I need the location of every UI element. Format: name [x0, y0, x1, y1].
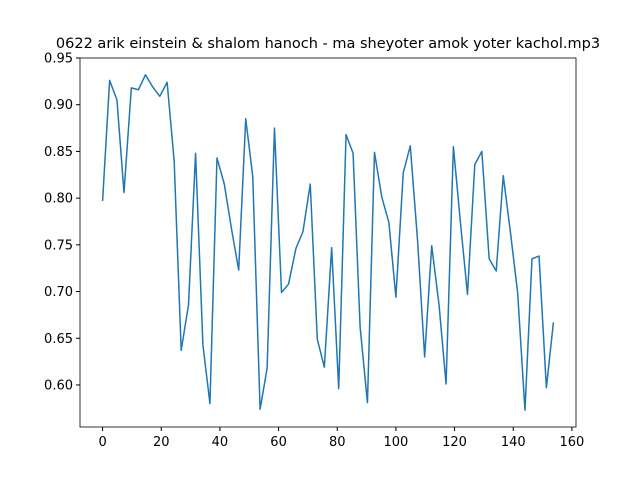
y-tick-label: 0.75 — [44, 238, 73, 253]
x-tick-label: 20 — [153, 435, 170, 450]
line — [101, 74, 555, 411]
x-tick-label: 80 — [329, 435, 346, 450]
y-tick-label: 0.60 — [44, 378, 73, 393]
x-tick-label: 0 — [98, 435, 106, 450]
y-tick-label: 0.85 — [44, 145, 73, 160]
y-tick-label: 0.65 — [44, 332, 73, 347]
x-tick-label: 40 — [212, 435, 229, 450]
x-tick-label: 100 — [383, 435, 408, 450]
y-tick-label: 0.95 — [44, 52, 73, 67]
x-tick-label: 140 — [501, 435, 526, 450]
chart-title: 0622 arik einstein & shalom hanoch - ma … — [56, 36, 600, 52]
y-tick-label: 0.70 — [44, 285, 73, 300]
plot-frame — [79, 57, 577, 428]
y-tick-label: 0.90 — [44, 98, 73, 113]
y-tick-label: 0.80 — [44, 192, 73, 207]
x-tick-label: 120 — [442, 435, 467, 450]
x-tick-label: 60 — [270, 435, 287, 450]
x-tick-label: 160 — [559, 435, 584, 450]
